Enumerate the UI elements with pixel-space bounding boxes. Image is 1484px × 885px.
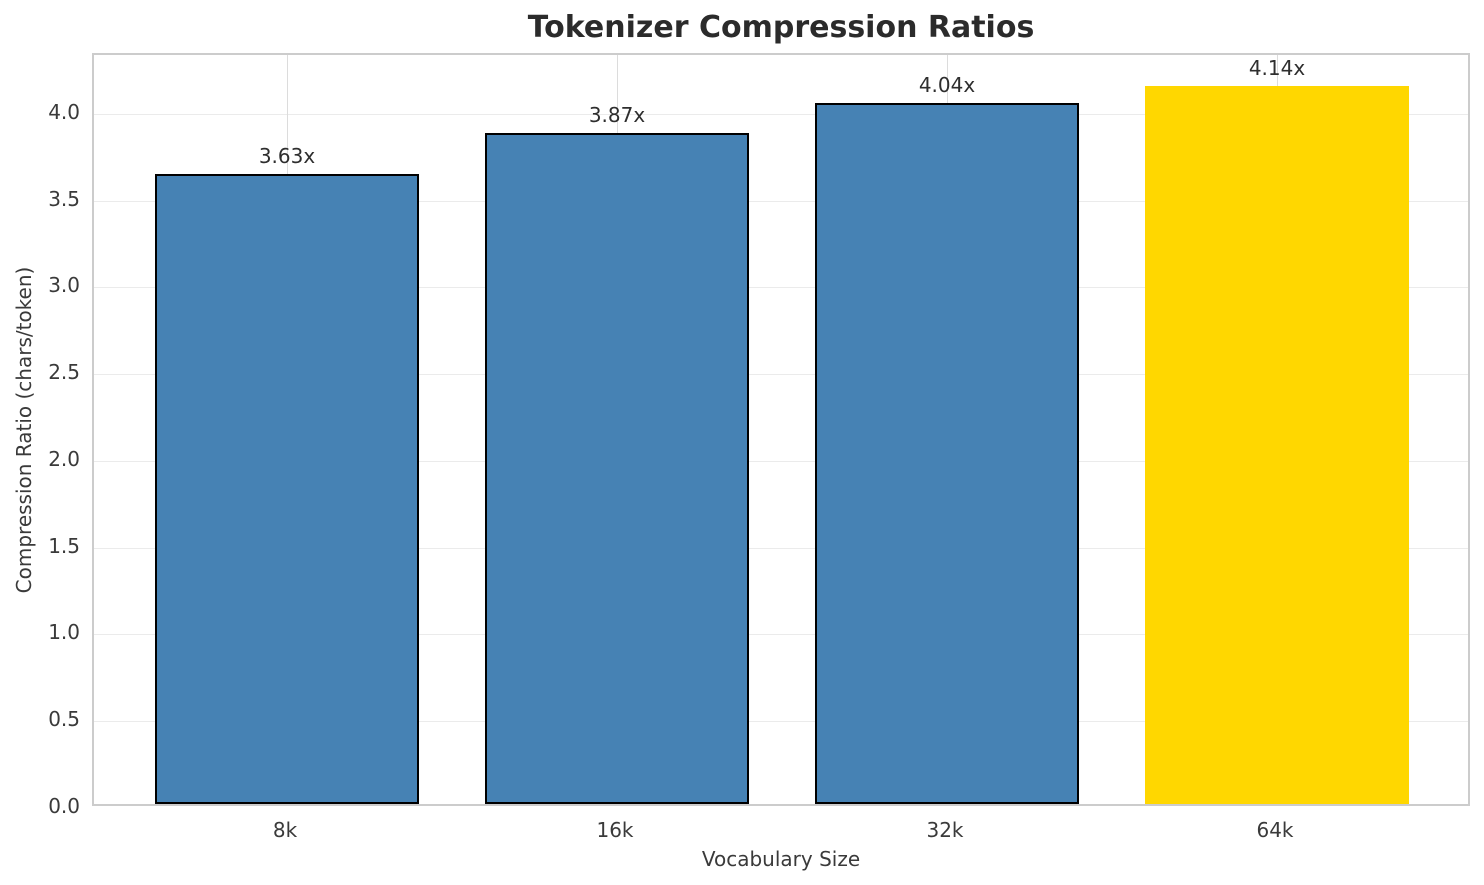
x-tick-label-64k: 64k	[1256, 818, 1294, 842]
y-tick-label: 0.5	[48, 707, 80, 732]
y-tick-label: 2.0	[48, 446, 80, 471]
plot-area: 3.63x 3.87x 4.04x 4.14x	[92, 53, 1470, 806]
x-tick-label-16k: 16k	[596, 818, 634, 842]
chart-title: Tokenizer Compression Ratios	[527, 10, 1035, 45]
gridline-horizontal	[94, 200, 1468, 202]
x-axis-label: Vocabulary Size	[701, 847, 861, 871]
bar-8k	[155, 174, 419, 804]
gridline-horizontal	[94, 113, 1468, 115]
bar-value-label: 3.87x	[588, 102, 646, 127]
x-tick-label-8k: 8k	[272, 818, 298, 842]
gridline-horizontal	[94, 374, 1468, 376]
gridline-horizontal	[94, 634, 1468, 636]
gridline-horizontal	[94, 721, 1468, 723]
y-tick-label: 4.0	[48, 99, 80, 124]
y-tick-label: 1.0	[48, 620, 80, 645]
bar-value-label: 4.04x	[918, 73, 976, 98]
y-tick-label: 3.0	[48, 273, 80, 298]
bar-16k	[485, 132, 749, 804]
bar-value-label: 4.14x	[1248, 55, 1306, 80]
y-tick-label: 0.0	[48, 794, 80, 818]
gridline-horizontal	[94, 547, 1468, 549]
bar-value-label: 3.63x	[258, 144, 316, 169]
gridline-horizontal	[94, 460, 1468, 462]
y-tick-label: 2.5	[48, 360, 80, 385]
gridline-horizontal	[94, 287, 1468, 289]
bar-32k	[815, 103, 1079, 804]
y-tick-label: 1.5	[48, 533, 80, 558]
bar-64k	[1145, 85, 1409, 804]
x-tick-label-32k: 32k	[926, 818, 964, 842]
y-tick-label: 3.5	[48, 186, 80, 211]
